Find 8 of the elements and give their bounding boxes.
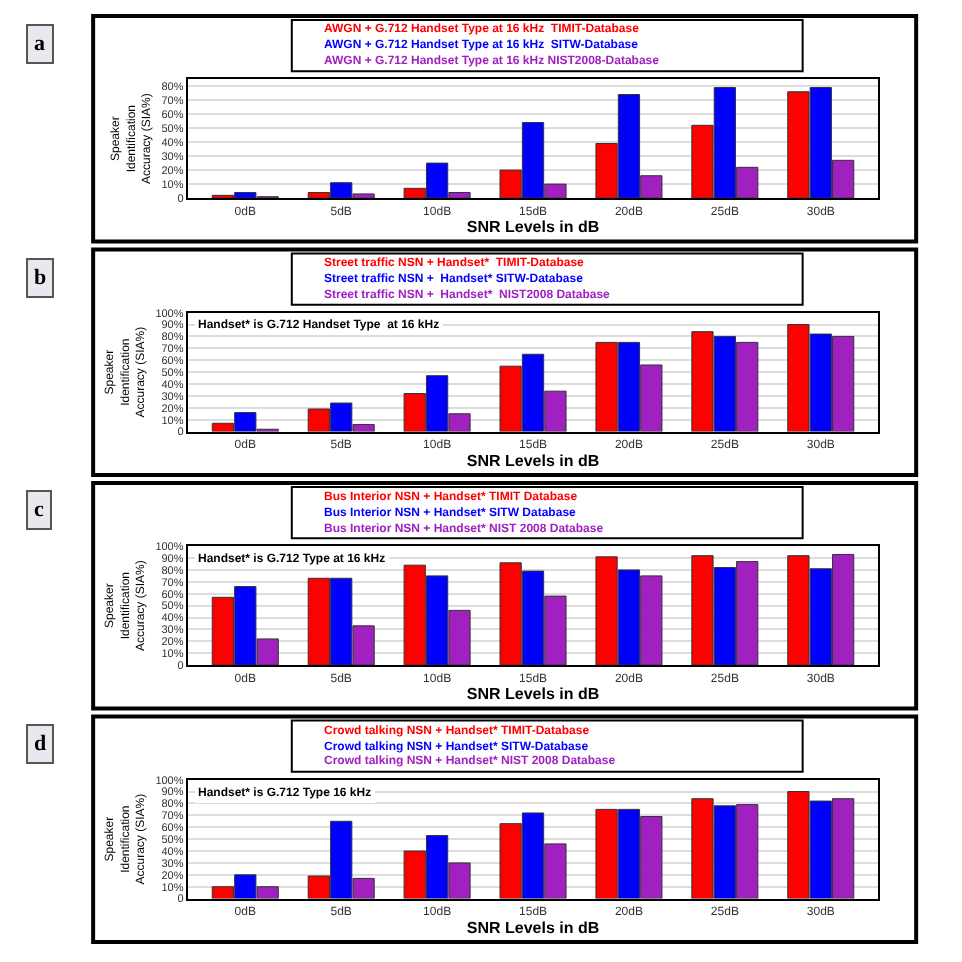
text: a (34, 32, 46, 56)
x-axis-title: SNR Levels in dB (466, 218, 600, 237)
text: c (34, 498, 44, 522)
x-axis-title: SNR Levels in dB (466, 685, 600, 704)
x-axis-title: SNR Levels in dB (466, 919, 600, 938)
text: d (34, 732, 47, 756)
text: b (34, 266, 47, 290)
x-axis-title: SNR Levels in dB (466, 452, 600, 471)
